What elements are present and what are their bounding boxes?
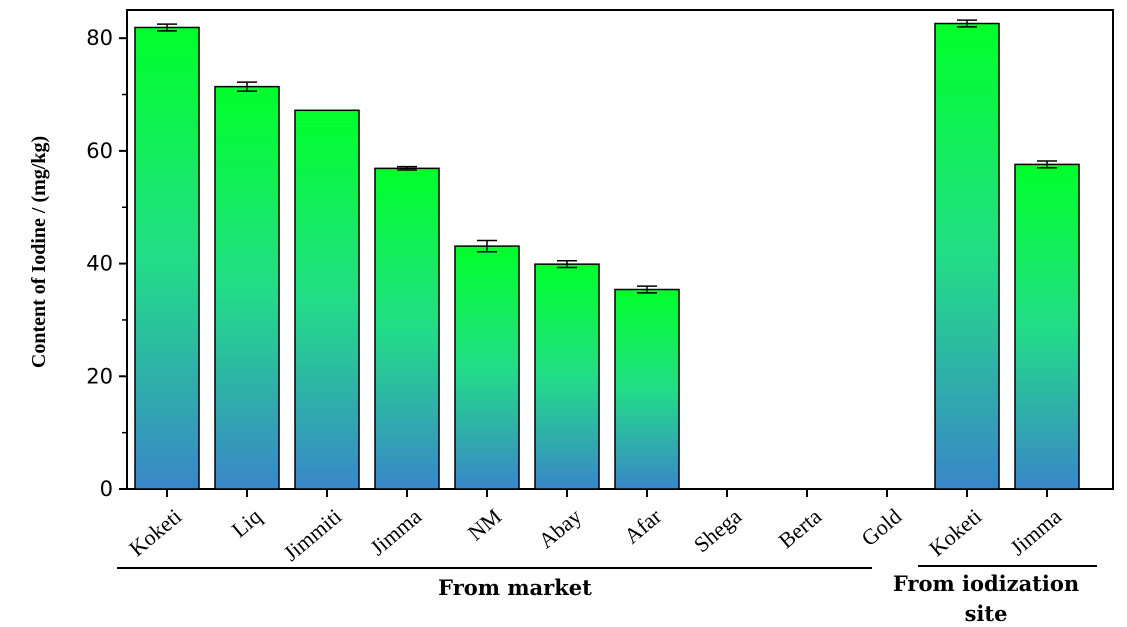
group-labels: From market From iodization site	[117, 565, 1097, 626]
y-axis-label: Content of Iodine / (mg/kg)	[28, 136, 50, 368]
y-tick-label: 20	[86, 364, 113, 388]
bar	[454, 245, 520, 490]
x-tick-label: NM	[463, 503, 506, 545]
x-tick-label: Afar	[619, 503, 666, 548]
x-tick-label: Koketi	[924, 503, 986, 561]
x-axis: Koketi Liq Jimmiti Jimma NM Abay Afar Shega Bert…	[124, 489, 1066, 566]
y-tick-label: 40	[86, 252, 113, 276]
x-tick-label: Abay	[534, 503, 587, 553]
bar	[534, 263, 600, 490]
x-tick-label: Gold	[856, 503, 906, 550]
bar	[614, 288, 680, 490]
x-tick-label: Berta	[774, 503, 827, 553]
group-label-line: site	[965, 601, 1008, 626]
x-tick-label: Jimma	[365, 503, 426, 560]
group-label-line: From iodization	[893, 571, 1079, 596]
x-tick-label: Liq	[227, 503, 266, 542]
bar	[134, 26, 200, 490]
y-tick-label: 0	[100, 477, 113, 501]
y-tick-label: 80	[86, 26, 113, 50]
x-tick-label: Shega	[689, 503, 746, 557]
group-label: From iodization site	[893, 571, 1079, 626]
bar	[214, 85, 280, 490]
bars-group	[134, 19, 1080, 490]
x-tick-label: Jimma	[1005, 503, 1066, 560]
bar	[374, 167, 440, 490]
x-tick-label: Jimmiti	[279, 503, 347, 565]
bar	[934, 22, 1000, 490]
x-tick-label: Koketi	[124, 503, 186, 561]
y-axis: 0 20 40 60 80	[86, 26, 127, 501]
bar	[1014, 163, 1080, 490]
y-tick-label: 60	[86, 139, 113, 163]
bar	[294, 109, 360, 490]
group-label: From market	[438, 575, 592, 600]
